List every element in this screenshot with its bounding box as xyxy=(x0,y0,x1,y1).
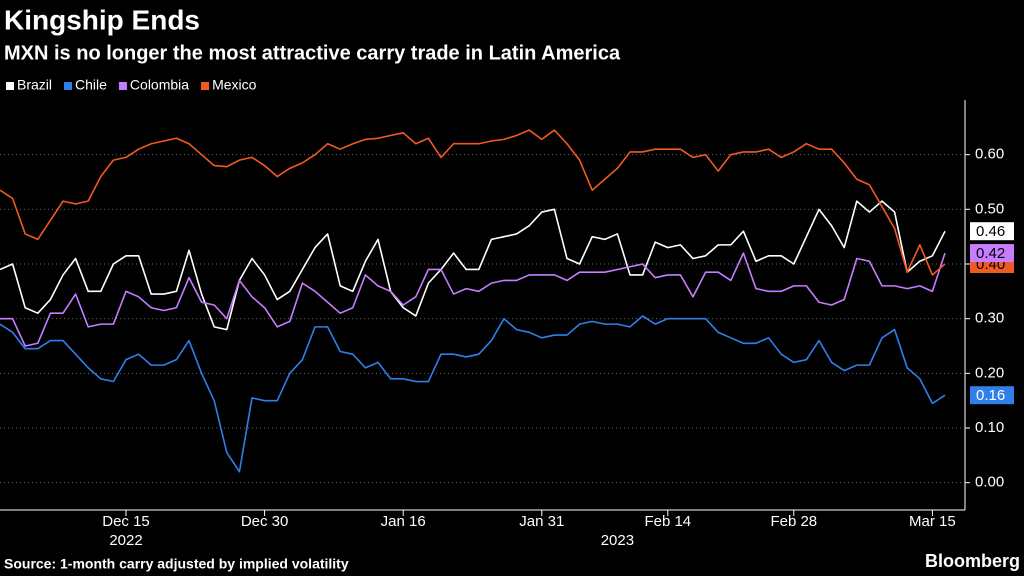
legend-swatch xyxy=(118,82,127,90)
x-tick-label: Jan 16 xyxy=(381,513,426,530)
y-tick-label: 0.10 xyxy=(975,419,1004,436)
legend-label: Mexico xyxy=(212,77,257,93)
legend-swatch xyxy=(201,82,210,90)
series-line xyxy=(0,200,946,331)
x-year-label: 2023 xyxy=(601,532,634,549)
end-label-box xyxy=(970,222,1014,241)
x-tick-label: Feb 14 xyxy=(644,513,691,530)
legend-swatch xyxy=(6,82,14,90)
brand: Bloomberg xyxy=(925,551,1020,571)
y-tick-label: 0.50 xyxy=(975,200,1004,217)
source: Source: 1-month carry adjusted by implie… xyxy=(4,556,349,572)
x-tick-label: Dec 15 xyxy=(102,513,150,530)
end-label-box xyxy=(970,244,1014,263)
x-tick-label: Mar 15 xyxy=(909,513,956,530)
x-tick-label: Jan 31 xyxy=(519,513,564,530)
legend-label: Chile xyxy=(75,77,107,93)
chart-title: Kingship Ends xyxy=(4,4,200,35)
series-line xyxy=(0,315,946,473)
end-label: 0.16 xyxy=(976,387,1005,404)
end-label-box xyxy=(970,386,1014,405)
end-label: 0.42 xyxy=(976,245,1005,262)
legend-swatch xyxy=(64,82,73,90)
series-line xyxy=(0,252,946,347)
legend-label: Brazil xyxy=(17,77,52,93)
series-line xyxy=(0,129,946,276)
legend-label: Colombia xyxy=(130,77,189,93)
y-tick-label: 0.00 xyxy=(975,474,1004,491)
x-tick-label: Dec 30 xyxy=(241,513,289,530)
end-label: 0.46 xyxy=(976,223,1005,240)
y-tick-label: 0.60 xyxy=(975,146,1004,163)
chart-subtitle: MXN is no longer the most attractive car… xyxy=(4,42,621,64)
x-year-label: 2022 xyxy=(109,532,142,549)
y-tick-label: 0.20 xyxy=(975,364,1004,381)
x-tick-label: Feb 28 xyxy=(770,513,817,530)
y-tick-label: 0.30 xyxy=(975,310,1004,327)
